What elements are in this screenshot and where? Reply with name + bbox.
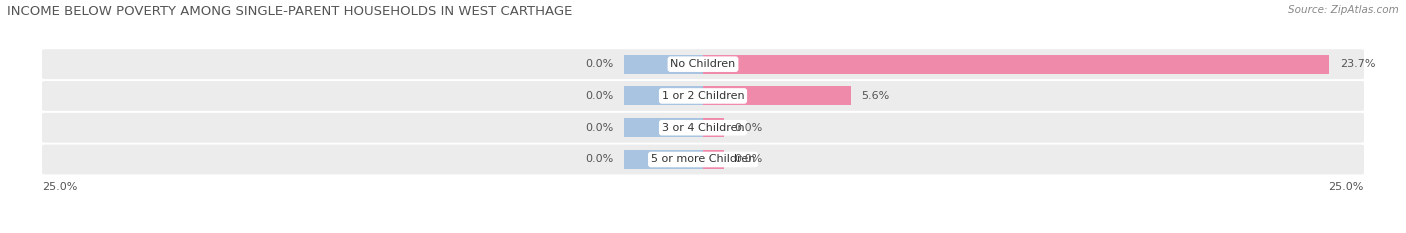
FancyBboxPatch shape bbox=[41, 49, 1365, 79]
Text: Source: ZipAtlas.com: Source: ZipAtlas.com bbox=[1288, 5, 1399, 15]
Bar bbox=[703, 55, 1330, 74]
Text: 0.0%: 0.0% bbox=[585, 91, 613, 101]
Bar bbox=[624, 118, 703, 137]
FancyBboxPatch shape bbox=[41, 81, 1365, 111]
Text: 0.0%: 0.0% bbox=[585, 123, 613, 133]
Bar bbox=[703, 150, 724, 169]
Bar bbox=[703, 118, 724, 137]
Text: 25.0%: 25.0% bbox=[1329, 182, 1364, 192]
Bar bbox=[624, 55, 703, 74]
Bar bbox=[624, 86, 703, 106]
Text: 0.0%: 0.0% bbox=[585, 59, 613, 69]
Bar bbox=[624, 150, 703, 169]
Text: 0.0%: 0.0% bbox=[735, 154, 763, 164]
Text: INCOME BELOW POVERTY AMONG SINGLE-PARENT HOUSEHOLDS IN WEST CARTHAGE: INCOME BELOW POVERTY AMONG SINGLE-PARENT… bbox=[7, 5, 572, 18]
Text: 0.0%: 0.0% bbox=[585, 154, 613, 164]
Text: No Children: No Children bbox=[671, 59, 735, 69]
FancyBboxPatch shape bbox=[41, 113, 1365, 143]
Text: 5 or more Children: 5 or more Children bbox=[651, 154, 755, 164]
Text: 3 or 4 Children: 3 or 4 Children bbox=[662, 123, 744, 133]
Bar bbox=[703, 86, 851, 106]
Text: 23.7%: 23.7% bbox=[1340, 59, 1375, 69]
Text: 0.0%: 0.0% bbox=[735, 123, 763, 133]
Text: 1 or 2 Children: 1 or 2 Children bbox=[662, 91, 744, 101]
Text: 25.0%: 25.0% bbox=[42, 182, 77, 192]
FancyBboxPatch shape bbox=[41, 144, 1365, 175]
Text: 5.6%: 5.6% bbox=[862, 91, 890, 101]
